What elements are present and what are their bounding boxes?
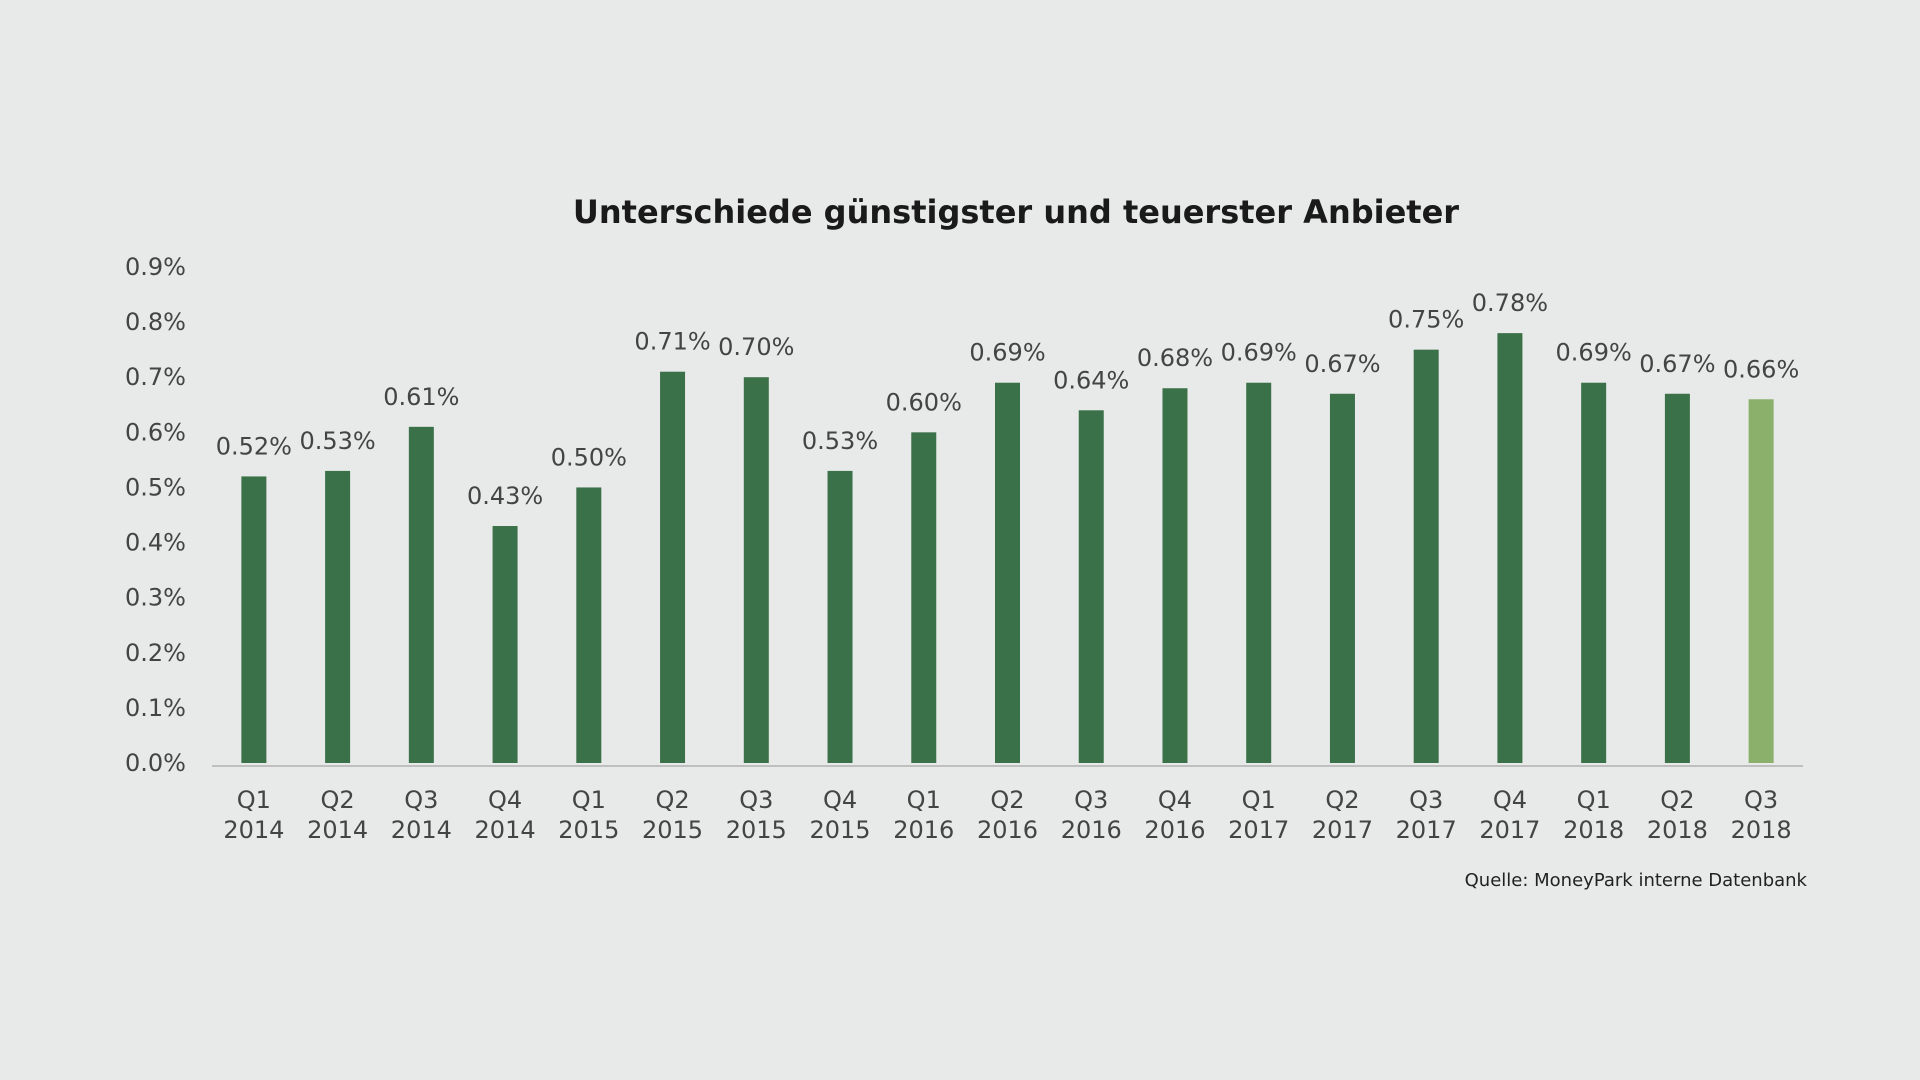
x-tick-label-quarter: Q1 xyxy=(1242,786,1276,814)
x-tick-label-quarter: Q1 xyxy=(907,786,941,814)
bar xyxy=(827,470,853,763)
bar xyxy=(1329,393,1355,763)
x-tick-label-year: 2017 xyxy=(1228,816,1289,844)
data-label: 0.43% xyxy=(467,482,543,510)
x-tick-label-year: 2017 xyxy=(1312,816,1373,844)
bar xyxy=(660,371,686,763)
bar xyxy=(325,470,351,763)
data-label: 0.50% xyxy=(551,443,627,471)
x-tick-label-year: 2014 xyxy=(307,816,368,844)
data-label: 0.78% xyxy=(1472,289,1548,317)
x-tick-label-quarter: Q2 xyxy=(1660,786,1694,814)
x-tick-label-year: 2015 xyxy=(642,816,703,844)
data-labels-group: 0.52% 0.53%0.61%0.43%0.50%0.71% 0.70%0.53%… xyxy=(216,289,1800,510)
x-tick-label-year: 2016 xyxy=(977,816,1038,844)
x-tick-label-year: 2016 xyxy=(1061,816,1122,844)
x-tick-label-quarter: Q4 xyxy=(823,786,857,814)
x-tick-label-year: 2018 xyxy=(1647,816,1708,844)
data-label: 0.69% xyxy=(1556,339,1632,367)
bar xyxy=(492,526,518,763)
bar xyxy=(1246,382,1272,763)
bar xyxy=(1497,333,1523,763)
x-tick-label-year: 2016 xyxy=(893,816,954,844)
y-tick-label: 0.4% xyxy=(125,529,186,557)
x-tick-label-quarter: Q1 xyxy=(237,786,271,814)
data-label: 0.75% xyxy=(1388,306,1464,334)
y-axis: 0.0% 0.1% 0.2% 0.3% 0.4% 0.5% 0.6% 0.7% 0.8% 0.9% xyxy=(125,253,186,777)
x-tick-label-year: 2015 xyxy=(558,816,619,844)
data-label: 0.53% xyxy=(802,427,878,455)
data-label: 0.68% xyxy=(1137,344,1213,372)
x-tick-label-year: 2014 xyxy=(475,816,536,844)
data-label: 0.61% xyxy=(383,383,459,411)
x-tick-label-quarter: Q3 xyxy=(404,786,438,814)
bar xyxy=(408,426,434,763)
y-tick-label: 0.9% xyxy=(125,253,186,281)
bar xyxy=(576,487,602,763)
source-note: Quelle: MoneyPark interne Datenbank xyxy=(1465,870,1808,891)
x-tick-label-year: 2015 xyxy=(726,816,787,844)
y-tick-label: 0.8% xyxy=(125,308,186,336)
x-tick-label-year: 2017 xyxy=(1479,816,1540,844)
x-tick-label-year: 2014 xyxy=(223,816,284,844)
bar xyxy=(1664,393,1690,763)
bar xyxy=(1162,388,1188,763)
bar xyxy=(1748,399,1774,763)
x-tick-label-year: 2016 xyxy=(1144,816,1205,844)
data-label: 0.52% xyxy=(216,432,292,460)
bar xyxy=(911,432,937,763)
bar xyxy=(1581,382,1607,763)
data-label: 0.60% xyxy=(886,388,962,416)
data-label: 0.71% xyxy=(634,328,710,356)
x-tick-label-year: 2018 xyxy=(1563,816,1624,844)
x-tick-label-year: 2017 xyxy=(1396,816,1457,844)
y-tick-label: 0.2% xyxy=(125,639,186,667)
x-tick-label-year: 2015 xyxy=(809,816,870,844)
y-tick-label: 0.3% xyxy=(125,584,186,612)
bars-group xyxy=(241,333,1774,763)
x-axis: Q12014Q22014Q32014Q42014Q12015Q22015Q320… xyxy=(223,786,1791,844)
x-tick-label-quarter: Q3 xyxy=(1409,786,1443,814)
data-label: 0.67% xyxy=(1639,350,1715,378)
x-tick-label-quarter: Q3 xyxy=(1744,786,1778,814)
bar xyxy=(995,382,1020,763)
x-tick-label-quarter: Q4 xyxy=(488,786,522,814)
chart-title: Unterschiede günstigster und teuerster A… xyxy=(573,193,1459,231)
data-label: 0.67% xyxy=(1304,350,1380,378)
bar xyxy=(743,377,769,763)
x-tick-label-quarter: Q2 xyxy=(990,786,1024,814)
x-tick-label-quarter: Q4 xyxy=(1493,786,1527,814)
y-tick-label: 0.5% xyxy=(125,473,186,501)
data-label: 0.64% xyxy=(1053,366,1129,394)
x-tick-label-quarter: Q3 xyxy=(739,786,773,814)
data-label: 0.66% xyxy=(1723,355,1799,383)
x-tick-label-quarter: Q2 xyxy=(655,786,689,814)
bar xyxy=(1078,410,1104,763)
y-tick-label: 0.6% xyxy=(125,418,186,446)
x-tick-label-quarter: Q1 xyxy=(572,786,606,814)
x-tick-label-year: 2018 xyxy=(1731,816,1792,844)
bar xyxy=(1413,349,1439,763)
data-label: 0.69% xyxy=(969,339,1045,367)
y-tick-label: 0.0% xyxy=(125,749,186,777)
x-tick-label-quarter: Q2 xyxy=(321,786,355,814)
data-label: 0.70% xyxy=(718,333,794,361)
data-label: 0.69% xyxy=(1221,339,1297,367)
x-tick-label-quarter: Q3 xyxy=(1074,786,1108,814)
y-tick-label: 0.7% xyxy=(125,363,186,391)
x-tick-label-quarter: Q2 xyxy=(1325,786,1359,814)
y-tick-label: 0.1% xyxy=(125,694,186,722)
x-tick-label-quarter: Q4 xyxy=(1158,786,1192,814)
bar xyxy=(241,476,267,763)
x-tick-label-quarter: Q1 xyxy=(1577,786,1611,814)
x-tick-label-year: 2014 xyxy=(391,816,452,844)
data-label: 0.53% xyxy=(299,427,375,455)
